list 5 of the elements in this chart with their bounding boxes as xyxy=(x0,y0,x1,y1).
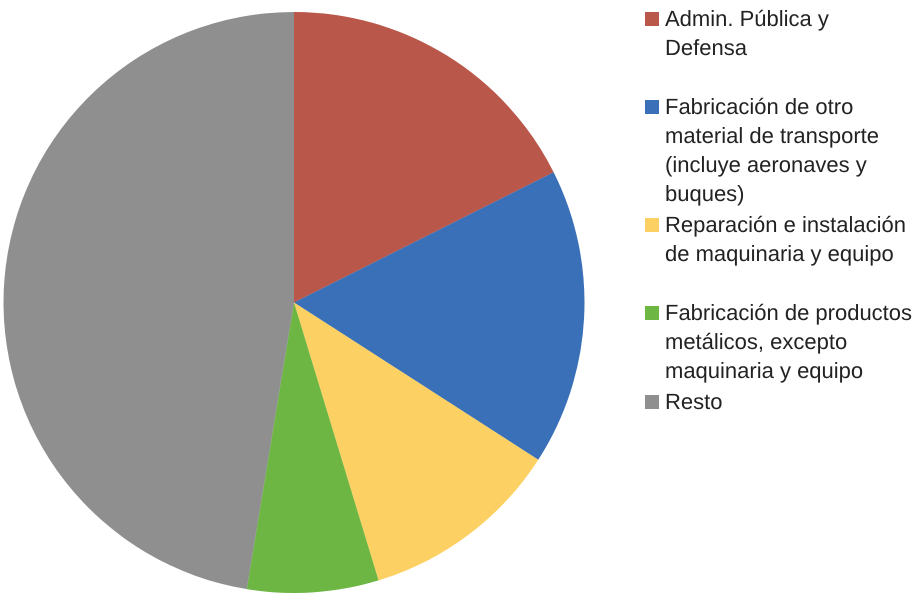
legend-label: Fabricación de productos metálicos, excepto maquinaria y equipo xyxy=(665,299,914,385)
legend-label: Reparación e instalación de maquinaria y equipo xyxy=(665,211,907,268)
legend-label: Fabricación de otro material de transporte (incluye aeronaves y buques) xyxy=(665,93,880,208)
legend-label: Resto xyxy=(665,388,722,416)
legend-label: Admin. Pública y Defensa xyxy=(665,5,830,62)
